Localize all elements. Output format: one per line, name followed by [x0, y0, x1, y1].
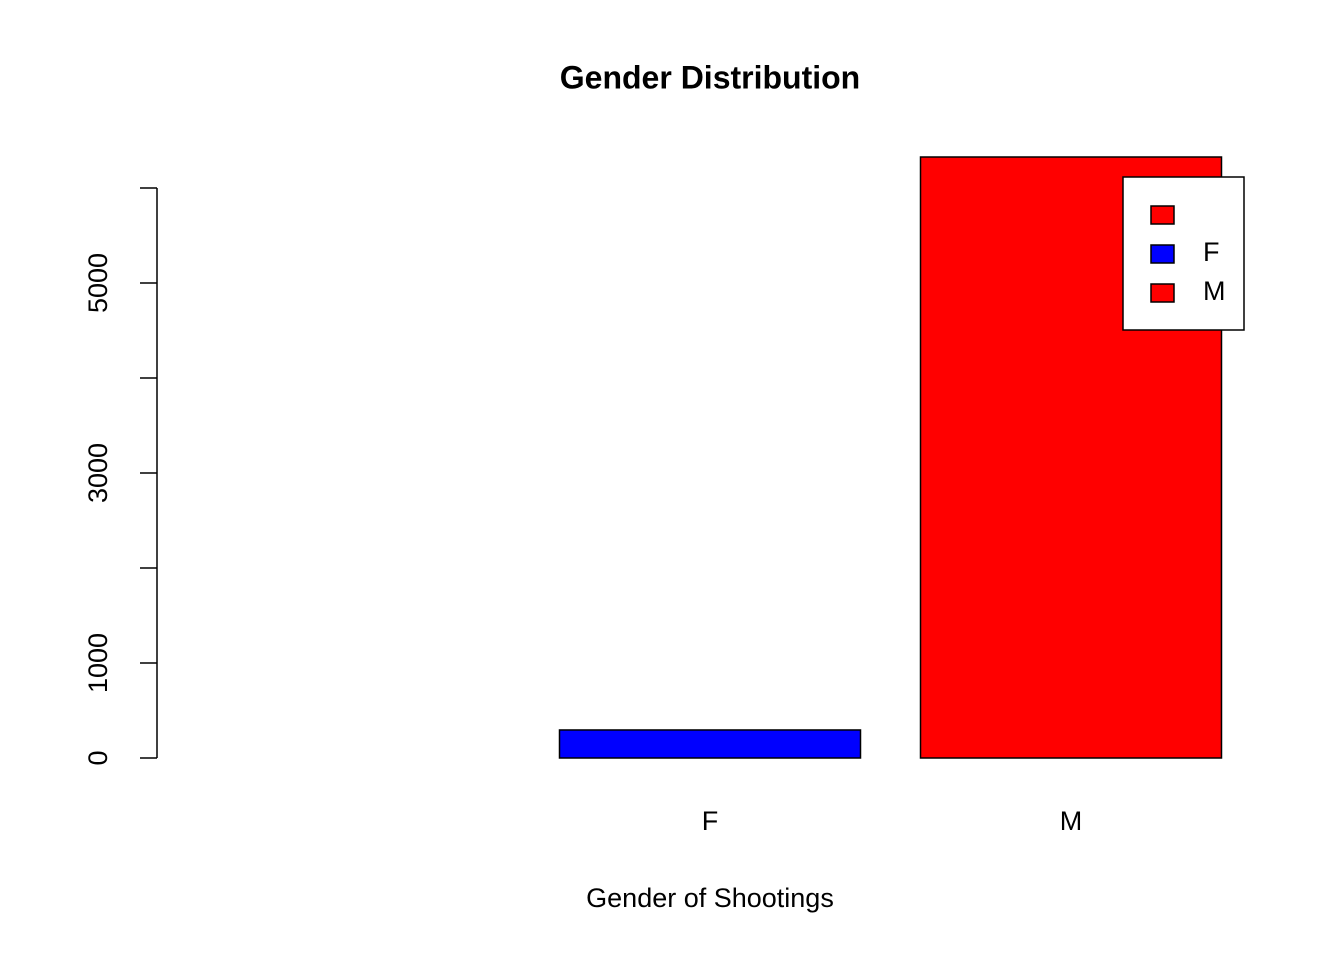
x-axis-label: Gender of Shootings — [586, 883, 834, 913]
y-tick-label: 1000 — [83, 633, 113, 693]
x-tick-label: M — [1060, 806, 1083, 836]
y-tick-label: 0 — [83, 750, 113, 765]
y-tick-label: 3000 — [83, 443, 113, 503]
y-tick-label: 5000 — [83, 253, 113, 313]
legend-swatch — [1150, 205, 1175, 225]
legend-box — [1122, 176, 1245, 331]
legend-label: F — [1203, 237, 1220, 267]
legend-label: M — [1203, 276, 1226, 306]
legend-swatch — [1150, 244, 1175, 264]
x-tick-label: F — [702, 806, 719, 836]
bar — [558, 729, 862, 759]
legend-swatch — [1150, 283, 1175, 303]
chart-title: Gender Distribution — [560, 59, 860, 95]
